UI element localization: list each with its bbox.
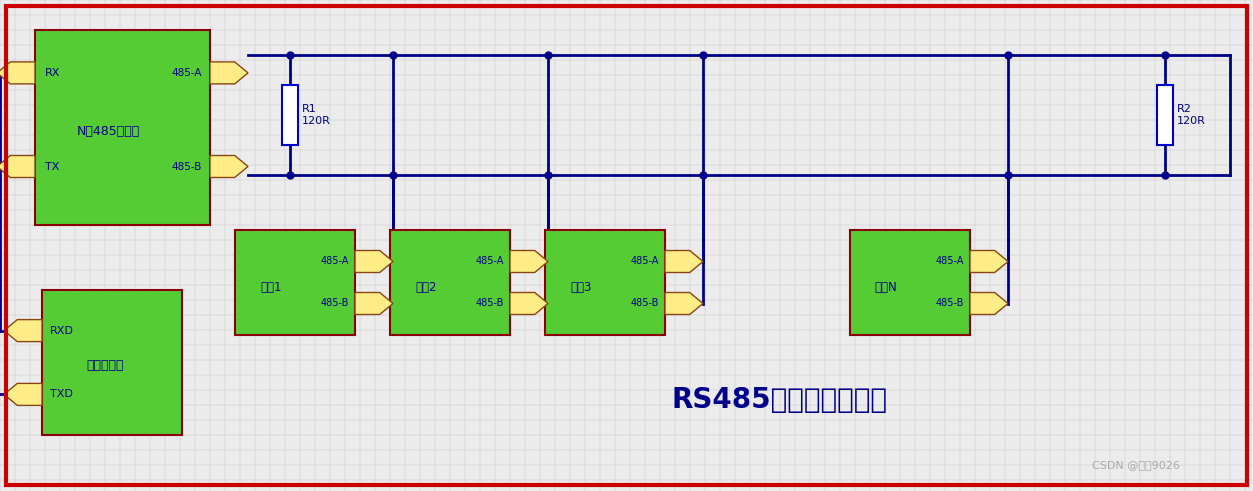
- Polygon shape: [211, 156, 248, 178]
- Polygon shape: [4, 320, 43, 342]
- Text: R1
120R: R1 120R: [302, 104, 331, 126]
- Text: 节点N: 节点N: [875, 281, 897, 294]
- Polygon shape: [665, 293, 703, 315]
- Polygon shape: [0, 62, 35, 84]
- Polygon shape: [355, 293, 393, 315]
- Text: TXD: TXD: [50, 389, 73, 399]
- Bar: [282, 85, 298, 145]
- Polygon shape: [0, 156, 35, 178]
- Bar: [236, 230, 355, 335]
- Text: TX: TX: [45, 162, 59, 171]
- Text: 485-A: 485-A: [630, 256, 659, 267]
- Bar: [35, 30, 211, 225]
- Text: 485-A: 485-A: [936, 256, 964, 267]
- Polygon shape: [970, 250, 1007, 273]
- Text: RS485通信网络连接图: RS485通信网络连接图: [672, 386, 888, 414]
- Text: RX: RX: [45, 68, 60, 78]
- Text: CSDN @木木9026: CSDN @木木9026: [1093, 460, 1180, 470]
- Polygon shape: [510, 293, 548, 315]
- Bar: [850, 230, 970, 335]
- Bar: [43, 290, 182, 435]
- Bar: [545, 230, 665, 335]
- Text: R2
120R: R2 120R: [1177, 104, 1205, 126]
- Polygon shape: [970, 293, 1007, 315]
- Text: 485-A: 485-A: [321, 256, 350, 267]
- Polygon shape: [355, 250, 393, 273]
- Polygon shape: [665, 250, 703, 273]
- Text: 485-A: 485-A: [476, 256, 504, 267]
- Bar: [1157, 85, 1173, 145]
- Text: RXD: RXD: [50, 326, 74, 336]
- Text: 485-B: 485-B: [936, 299, 964, 308]
- Text: 串口控制器: 串口控制器: [86, 359, 124, 372]
- Text: 485-B: 485-B: [630, 299, 659, 308]
- Text: 节点2: 节点2: [415, 281, 437, 294]
- Bar: [390, 230, 510, 335]
- Polygon shape: [510, 250, 548, 273]
- Text: 485-A: 485-A: [172, 68, 202, 78]
- Polygon shape: [4, 383, 43, 406]
- Text: N路485收发器: N路485收发器: [76, 125, 140, 138]
- Text: 节点3: 节点3: [570, 281, 591, 294]
- Text: 485-B: 485-B: [172, 162, 202, 171]
- Text: 485-B: 485-B: [321, 299, 350, 308]
- Polygon shape: [211, 62, 248, 84]
- Text: 485-B: 485-B: [476, 299, 504, 308]
- Text: 节点1: 节点1: [261, 281, 282, 294]
